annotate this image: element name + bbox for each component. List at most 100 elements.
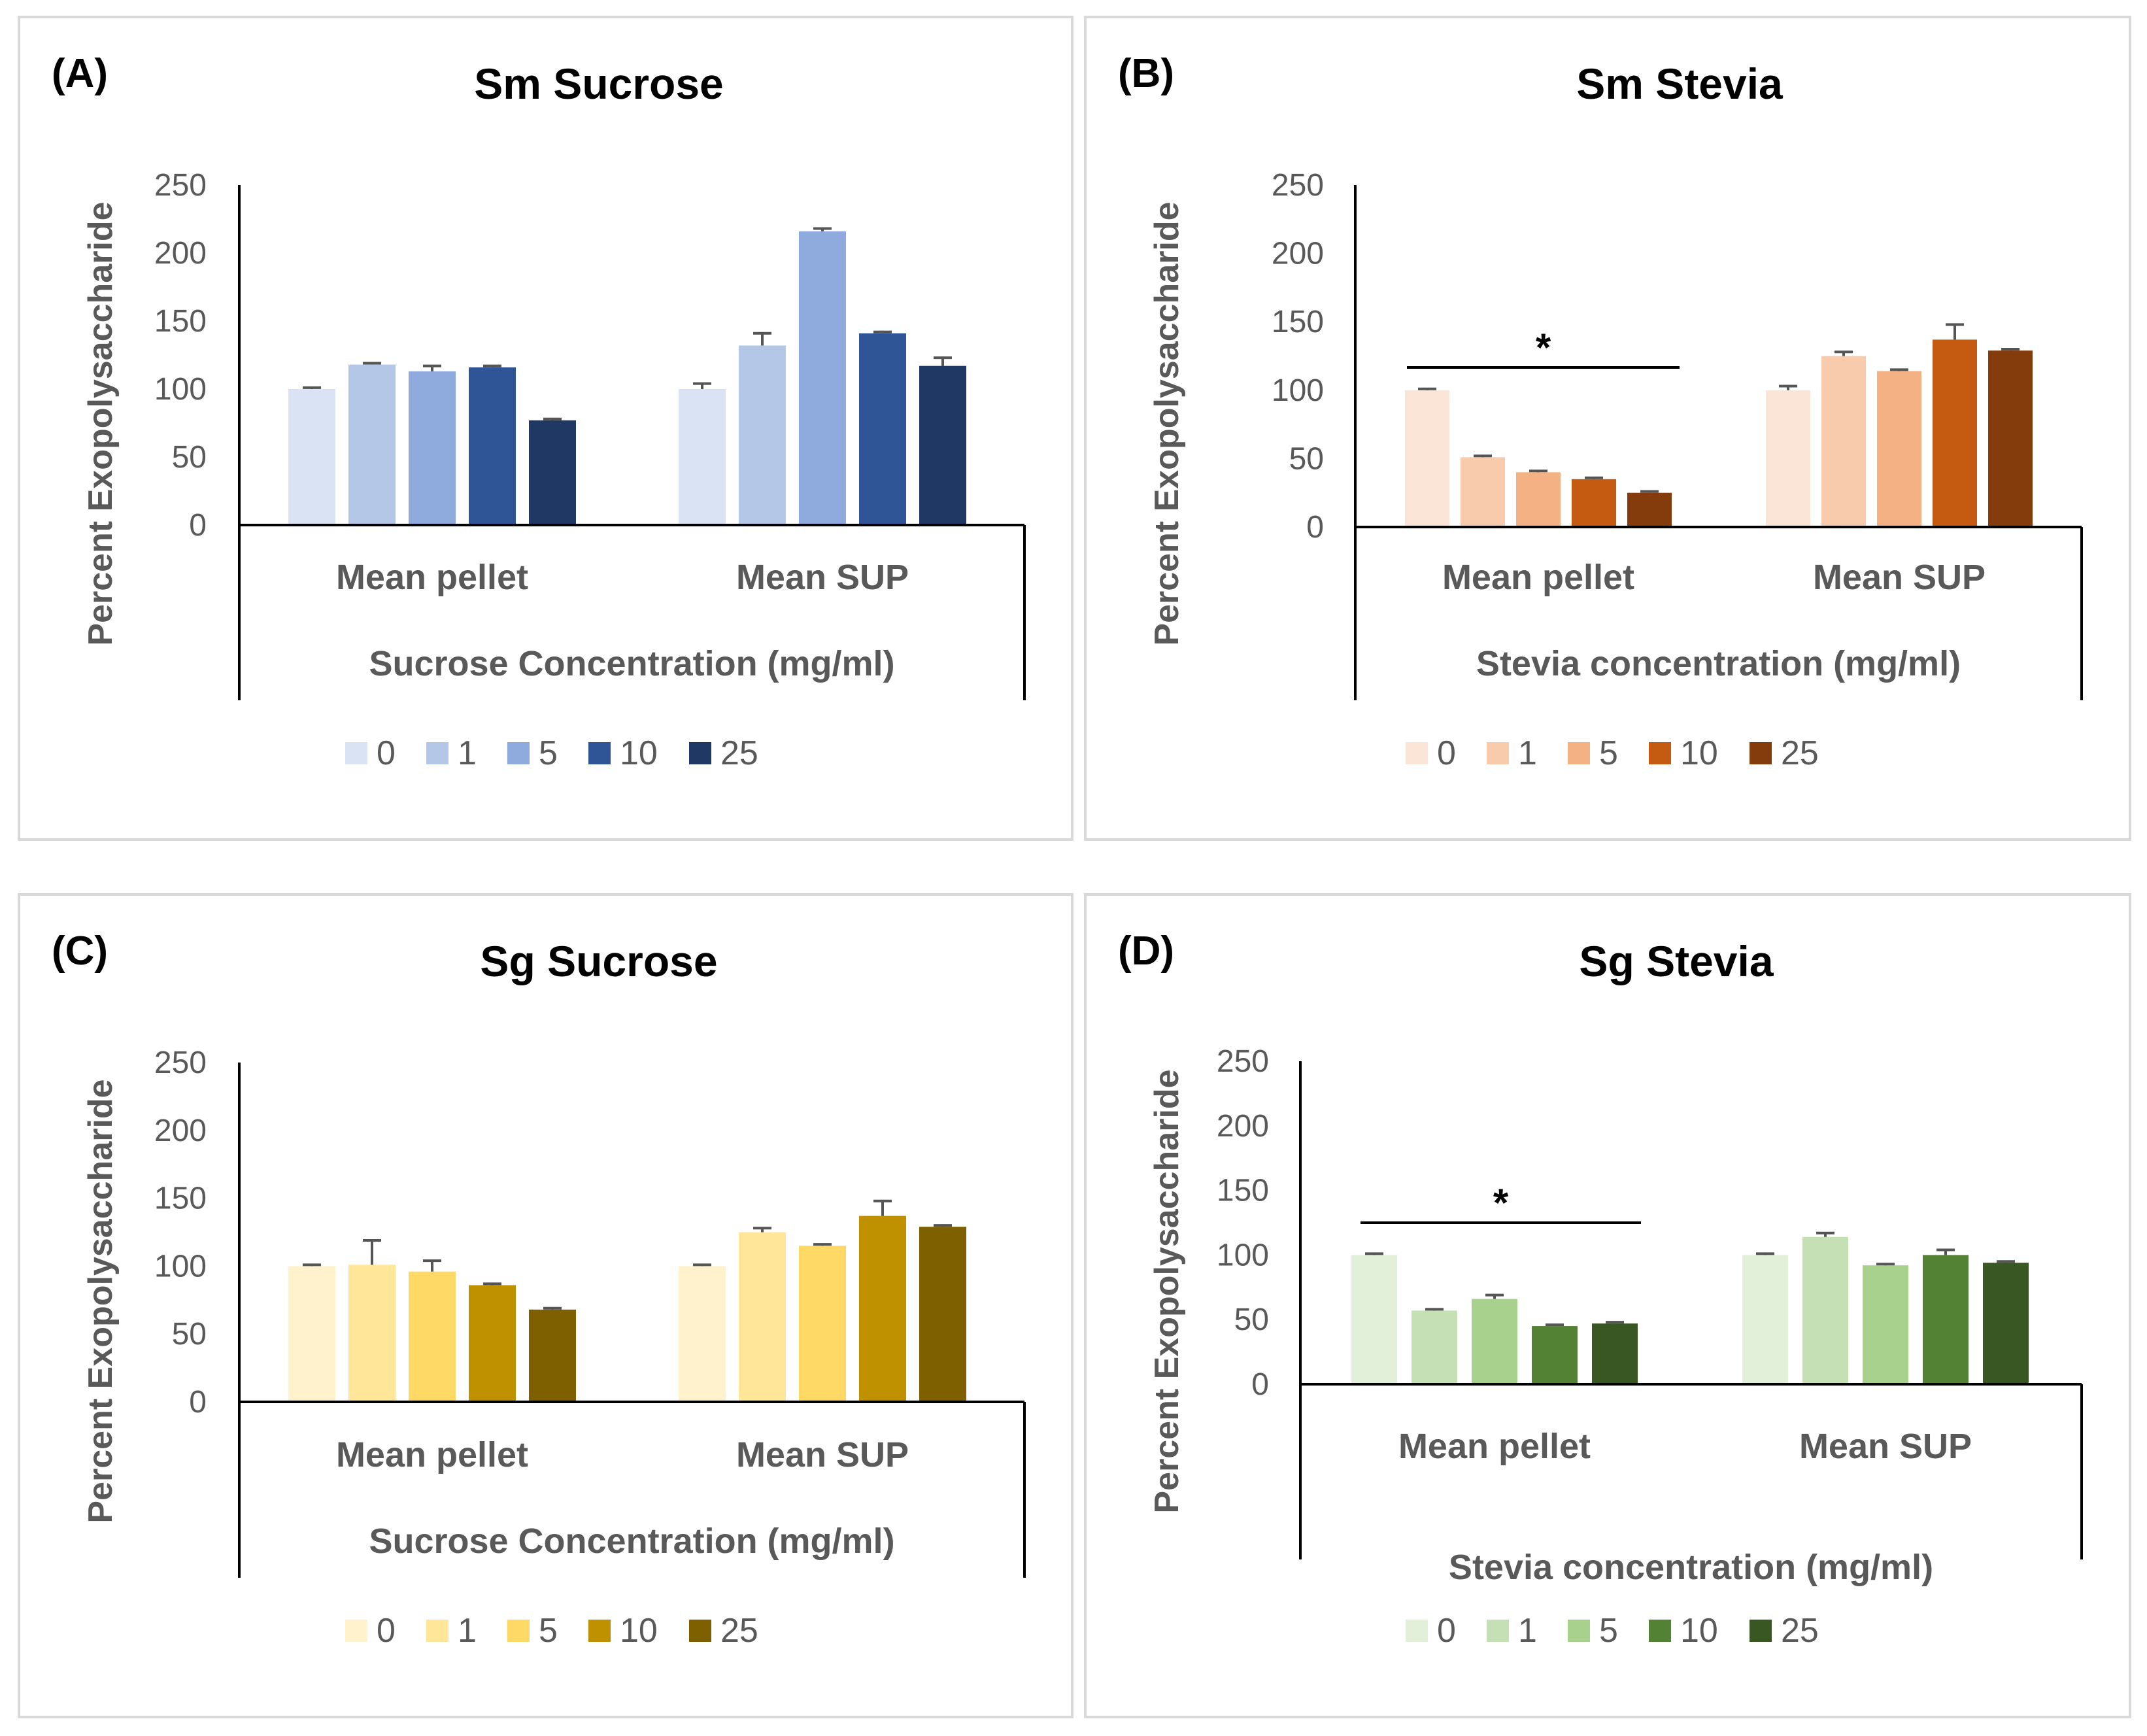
bar (1923, 1255, 1969, 1384)
bar (799, 1246, 846, 1402)
y-tick-label: 100 (1272, 373, 1324, 408)
panel-label: (D) (1118, 928, 1174, 974)
legend-label: 1 (1518, 734, 1537, 772)
legend-label: 1 (1518, 1612, 1537, 1650)
bar (1351, 1255, 1397, 1384)
y-tick-label: 50 (1289, 441, 1324, 476)
y-tick-label: 0 (1251, 1367, 1269, 1402)
y-axis-label: Percent Exopolysaccharide (1148, 201, 1186, 645)
y-tick-label: 200 (1272, 237, 1324, 271)
y-tick-label: 0 (1306, 510, 1324, 545)
bar (348, 364, 396, 525)
legend-swatch (345, 1620, 367, 1642)
bar (348, 1265, 396, 1402)
panel-c: (C) Sg Sucrose 0 50 100 150 200 250 Percent Exop… (18, 893, 1074, 1718)
legend-label: 0 (377, 734, 396, 772)
legend-label: 25 (720, 734, 758, 772)
y-tick-label: 100 (154, 1249, 207, 1284)
bar (739, 345, 786, 525)
legend-swatch (1649, 742, 1671, 764)
bar (679, 389, 726, 525)
category-label: Mean SUP (1813, 558, 1986, 597)
bar (288, 1266, 335, 1402)
legend-label: 0 (1437, 1612, 1456, 1650)
significance-marker: * (1493, 1181, 1509, 1225)
legend-label: 10 (620, 1612, 658, 1650)
bar (1572, 479, 1616, 527)
y-axis-label: Percent Exopolysaccharide (82, 1079, 120, 1523)
bar (409, 1271, 456, 1402)
legend-swatch (345, 742, 367, 764)
category-label: Mean pellet (1442, 558, 1634, 597)
legend-label: 5 (1599, 734, 1618, 772)
x-axis-label: Sucrose Concentration (mg/ml) (369, 1522, 894, 1561)
legend-swatch (1649, 1620, 1671, 1642)
panel-label: (C) (52, 928, 108, 974)
bar (1461, 457, 1505, 527)
bar (1802, 1236, 1848, 1384)
category-label: Mean SUP (1799, 1427, 1972, 1466)
bar (469, 367, 516, 525)
legend-swatch (1487, 1620, 1509, 1642)
legend-swatch (1487, 742, 1509, 764)
legend-swatch (507, 742, 530, 764)
legend-swatch (1406, 742, 1428, 764)
legend-label: 10 (1680, 734, 1718, 772)
bar (409, 371, 456, 525)
legend-label: 25 (1781, 1612, 1819, 1650)
y-tick-label: 50 (1234, 1302, 1269, 1337)
x-axis-label: Sucrose Concentration (mg/ml) (369, 644, 894, 683)
legend-label: 10 (620, 734, 658, 772)
y-tick-label: 50 (172, 1317, 207, 1352)
legend-swatch (689, 1620, 711, 1642)
bar (1983, 1263, 2029, 1384)
y-tick-label: 200 (154, 236, 207, 271)
category-label: Mean pellet (1398, 1427, 1591, 1466)
legend-swatch (1750, 742, 1772, 764)
legend-label: 0 (377, 1612, 396, 1650)
y-tick-label: 200 (1217, 1109, 1269, 1144)
legend-swatch (1568, 742, 1590, 764)
legend-swatch (1750, 1620, 1772, 1642)
legend-swatch (588, 742, 611, 764)
legend-label: 1 (458, 1612, 477, 1650)
y-tick-label: 150 (1217, 1174, 1269, 1208)
y-axis-label: Percent Exopolysaccharide (82, 201, 120, 645)
legend-label: 25 (1781, 734, 1819, 772)
bar (1863, 1265, 1908, 1384)
y-tick-label: 200 (154, 1114, 207, 1148)
bar (799, 231, 846, 525)
category-label: Mean pellet (336, 558, 528, 597)
bar (1821, 356, 1866, 527)
y-tick-label: 150 (154, 304, 207, 339)
bar (859, 1216, 906, 1402)
y-axis-label: Percent Exopolysaccharide (1148, 1069, 1186, 1513)
legend-swatch (507, 1620, 530, 1642)
legend-label: 5 (539, 734, 558, 772)
legend-swatch (588, 1620, 611, 1642)
y-tick-label: 0 (189, 508, 207, 543)
legend-swatch (426, 1620, 448, 1642)
bar (1988, 350, 2033, 527)
bar (1405, 390, 1449, 527)
panel-d: (D) Sg Stevia 0 50 100 150 200 250 Percent Exopo… (1084, 893, 2131, 1718)
legend-label: 25 (720, 1612, 758, 1650)
y-tick-label: 100 (1217, 1238, 1269, 1272)
y-tick-label: 50 (172, 440, 207, 475)
bar (288, 389, 335, 525)
legend-label: 10 (1680, 1612, 1718, 1650)
x-axis-label: Stevia concentration (mg/ml) (1449, 1548, 1933, 1587)
bar (859, 333, 906, 525)
bar (469, 1285, 516, 1402)
bar (1742, 1255, 1788, 1384)
legend-swatch (1406, 1620, 1428, 1642)
bar (679, 1266, 726, 1402)
bar (1627, 492, 1672, 527)
x-axis-label: Stevia concentration (mg/ml) (1476, 644, 1961, 683)
category-label: Mean SUP (736, 558, 909, 597)
bar (1472, 1299, 1517, 1384)
category-label: Mean pellet (336, 1435, 528, 1474)
